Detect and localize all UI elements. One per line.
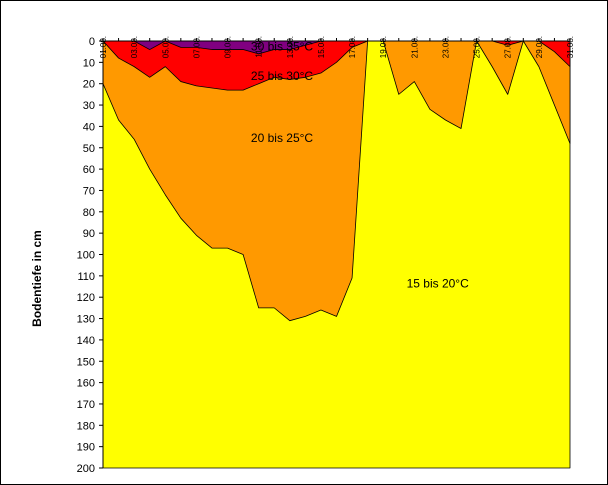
y-tick-label: 50 [83,143,95,155]
x-tick-label: 25.08. [473,36,482,58]
y-tick-label: 200 [77,463,95,475]
area-20-25 [102,40,571,322]
x-tick-label: 05.08. [161,36,170,58]
y-tick-label: 110 [77,271,95,283]
region-label: 15 bis 20°C [407,276,470,290]
x-tick-label: 27.08. [504,36,513,58]
y-tick-label: 130 [77,314,95,326]
region-label: 30 bis 35°C [251,39,314,53]
y-tick-label: 150 [77,356,95,368]
x-tick-label: 21.08. [410,36,419,58]
region-label: 20 bis 25°C [251,131,314,145]
y-tick-label: 80 [83,207,95,219]
area-layers [102,40,571,469]
axes: 0 10 20 30 40 50 60 70 80 90 100 110 120 130 140 150 160… [77,36,575,475]
y-tick-label: 190 [77,442,95,454]
y-tick-label: 90 [83,228,95,240]
area-25-30 [102,40,571,91]
region-labels: 30 bis 35°C 25 bis 30°C 20 bis 25°C 15 bis … [251,39,469,290]
y-tick-label: 60 [83,164,95,176]
y-tick-label: 160 [77,378,95,390]
x-tick-label: 19.08. [379,36,388,58]
y-tick-label: 30 [83,100,95,112]
y-axis-title: Bodentiefe in cm [30,230,44,327]
x-tick-label: 07.08. [192,36,201,58]
y-tick-label: 20 [83,79,95,91]
x-tick-label: 01.08. [99,36,108,58]
y-tick-label: 70 [83,185,95,197]
x-tick-label: 03.08. [130,36,139,58]
y-tick-label: 10 [83,57,95,69]
y-tick-label: 120 [77,292,95,304]
x-tick-label: 31.08. [566,36,575,58]
x-tick-label: 23.08. [441,36,450,58]
x-tick-label: 13.08. [286,36,295,58]
y-tick-label: 140 [77,335,95,347]
x-tick-label: 29.08. [535,36,544,58]
x-tick-label: 11.08. [255,36,264,58]
x-tick-label: 17.08. [348,36,357,58]
x-tick-label: 09.08. [224,36,233,58]
y-tick-label: 0 [89,36,95,48]
y-tick-label: 40 [83,121,95,133]
region-label: 25 bis 30°C [251,69,314,83]
y-tick-label: 170 [77,399,95,411]
x-tick-label: 15.08. [317,36,326,58]
y-tick-label: 100 [77,250,95,262]
y-tick-label: 180 [77,420,95,432]
